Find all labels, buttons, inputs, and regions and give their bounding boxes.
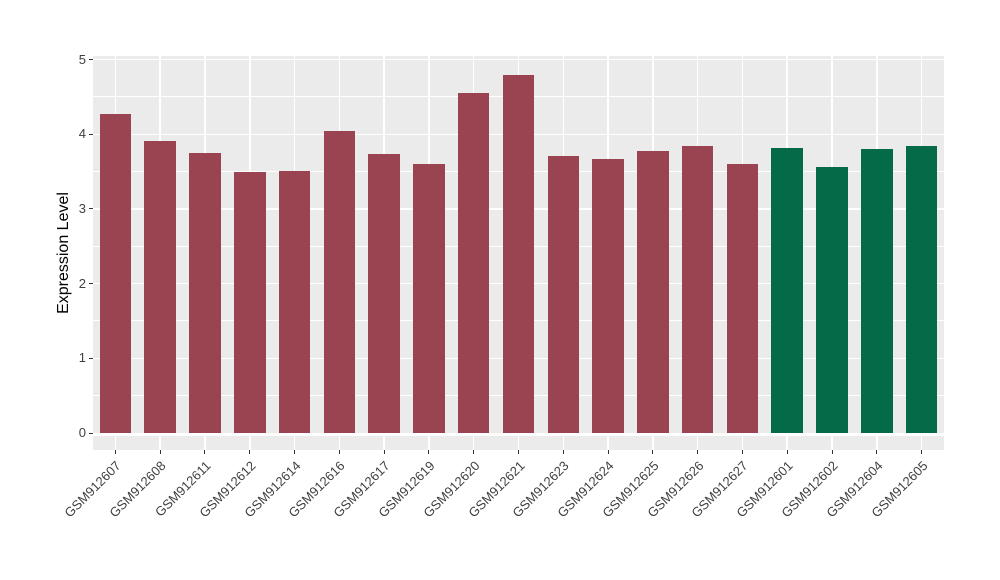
x-axis-tick bbox=[741, 450, 743, 454]
y-axis-tick bbox=[89, 432, 93, 434]
bar-GSM912624 bbox=[592, 158, 624, 433]
y-axis-tick-label: 4 bbox=[78, 126, 86, 142]
bar-GSM912617 bbox=[368, 153, 400, 433]
x-axis-tick bbox=[383, 450, 385, 454]
x-axis-tick bbox=[921, 450, 923, 454]
bar-GSM912607 bbox=[99, 114, 132, 433]
x-axis-tick bbox=[607, 450, 609, 454]
bar-GSM912627 bbox=[726, 164, 759, 433]
bar-GSM912623 bbox=[547, 155, 580, 433]
bar-GSM912620 bbox=[457, 93, 490, 433]
bar-GSM912604 bbox=[861, 149, 893, 433]
x-axis-tick bbox=[114, 450, 116, 454]
x-axis-tick bbox=[473, 450, 475, 454]
y-axis-tick bbox=[89, 59, 93, 61]
y-axis-tick bbox=[89, 283, 93, 285]
y-axis-tick-label: 0 bbox=[78, 425, 86, 440]
bar-GSM912602 bbox=[816, 167, 848, 433]
x-axis-tick bbox=[562, 450, 564, 454]
y-axis-tick bbox=[89, 208, 93, 210]
y-axis-tick bbox=[89, 133, 93, 135]
plot-panel bbox=[93, 56, 944, 450]
x-axis-tick bbox=[338, 450, 340, 454]
bar-GSM912626 bbox=[681, 145, 714, 433]
y-axis-tick-label: 1 bbox=[78, 350, 86, 366]
bar-GSM912621 bbox=[502, 74, 535, 433]
zero-gridline bbox=[93, 433, 944, 436]
bar-GSM912612 bbox=[234, 172, 266, 433]
x-axis-tick bbox=[428, 450, 430, 454]
x-axis-tick bbox=[204, 450, 206, 454]
bar-GSM912608 bbox=[144, 141, 176, 433]
y-axis-tick-label: 5 bbox=[78, 51, 86, 67]
x-axis-tick bbox=[249, 450, 251, 454]
x-axis-tick bbox=[159, 450, 161, 454]
y-axis-title: Expression Level bbox=[55, 192, 72, 314]
bar-GSM912605 bbox=[905, 146, 938, 433]
bar-GSM912625 bbox=[637, 150, 669, 433]
x-axis-tick bbox=[652, 450, 654, 454]
x-axis-tick bbox=[294, 450, 296, 454]
y-axis-tick-label: 3 bbox=[78, 200, 86, 216]
x-axis-tick bbox=[518, 450, 519, 454]
y-axis-tick bbox=[89, 357, 93, 359]
bar-GSM912611 bbox=[189, 152, 221, 433]
x-axis-tick bbox=[786, 450, 788, 454]
bar-GSM912614 bbox=[278, 170, 311, 433]
x-axis-tick bbox=[697, 450, 699, 454]
x-axis-tick bbox=[876, 450, 878, 454]
y-axis-tick-label: 2 bbox=[78, 275, 86, 291]
bar-GSM912616 bbox=[323, 131, 356, 433]
x-axis-tick bbox=[831, 450, 833, 454]
bar-GSM912601 bbox=[771, 147, 803, 433]
bar-GSM912619 bbox=[413, 164, 445, 433]
